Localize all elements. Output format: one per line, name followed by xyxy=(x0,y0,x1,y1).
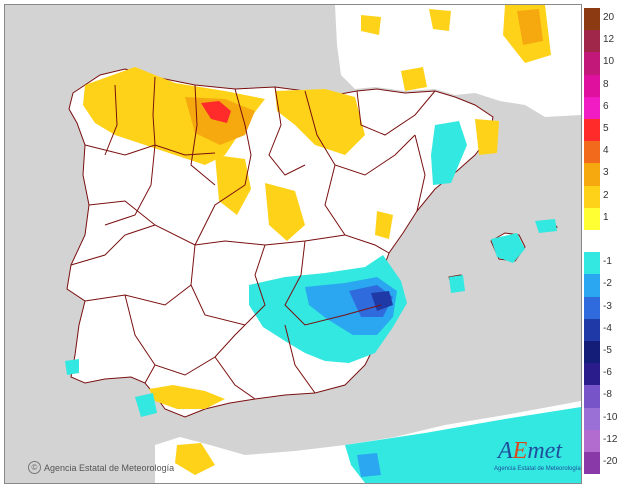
legend-swatch xyxy=(584,318,600,341)
legend-swatch xyxy=(584,429,600,452)
legend-label: 6 xyxy=(603,100,609,112)
legend-swatch xyxy=(584,8,600,31)
legend-label: -12 xyxy=(603,433,618,445)
legend-label: -3 xyxy=(603,300,612,312)
legend-label: 4 xyxy=(603,145,609,157)
legend-label: 8 xyxy=(603,78,609,90)
warm-anomaly-areas xyxy=(83,5,551,475)
legend-swatch xyxy=(584,30,600,53)
legend-label: -20 xyxy=(603,456,618,467)
legend-swatch xyxy=(584,185,600,208)
legend-label: -4 xyxy=(603,322,612,334)
legend-swatch xyxy=(584,452,600,475)
logo-letter-a: A xyxy=(498,438,513,464)
legend-swatch xyxy=(584,207,600,230)
legend-label: 12 xyxy=(603,34,615,46)
logo-subtitle: Agencia Estatal de Meteorología xyxy=(494,466,581,472)
legend-label: 3 xyxy=(603,167,609,179)
legend-swatch xyxy=(584,141,600,164)
legend-label: 1 xyxy=(603,211,609,223)
legend-swatch xyxy=(584,163,600,186)
logo-letter-e: E xyxy=(512,438,528,464)
aemet-logo: AEmet Agencia Estatal de Meteorología xyxy=(492,438,581,478)
credit-line: © Agencia Estatal de Meteorología xyxy=(28,461,174,474)
legend-swatch xyxy=(584,341,600,364)
legend-swatch xyxy=(584,119,600,142)
legend-swatch xyxy=(584,96,600,119)
legend-label: 5 xyxy=(603,123,609,134)
iberia-anomaly-map xyxy=(5,5,581,483)
credit-text: Agencia Estatal de Meteorología xyxy=(44,462,175,473)
map-panel xyxy=(4,4,582,484)
legend-label: -6 xyxy=(603,367,612,379)
legend-label: 10 xyxy=(603,56,615,68)
logo-letters-met: met xyxy=(527,438,562,464)
legend-label: 20 xyxy=(603,12,615,23)
legend-swatch xyxy=(584,274,600,297)
province-borders xyxy=(70,76,436,400)
legend-label: -5 xyxy=(603,345,612,356)
logo-word: AEmet xyxy=(498,438,562,465)
legend-swatch xyxy=(584,74,600,97)
legend-swatch xyxy=(584,296,600,319)
legend-label: 2 xyxy=(603,189,609,201)
legend-swatch xyxy=(584,52,600,75)
color-legend: 20 12 10 8 6 5 4 3 2 1 -1 -2 -3 -4 -5 -6 -8 -10 -12 -20 xyxy=(584,8,626,478)
copyright-icon: © xyxy=(28,461,41,474)
legend-label: -8 xyxy=(603,389,612,401)
legend-swatch xyxy=(584,252,600,275)
legend-label: -1 xyxy=(603,256,612,268)
legend-label: -10 xyxy=(603,411,618,423)
cool-anomaly-areas xyxy=(65,121,581,483)
legend-swatch xyxy=(584,363,600,386)
legend-label: -2 xyxy=(603,278,612,290)
legend-swatch xyxy=(584,230,600,253)
legend-swatch xyxy=(584,407,600,430)
legend-swatch xyxy=(584,385,600,408)
